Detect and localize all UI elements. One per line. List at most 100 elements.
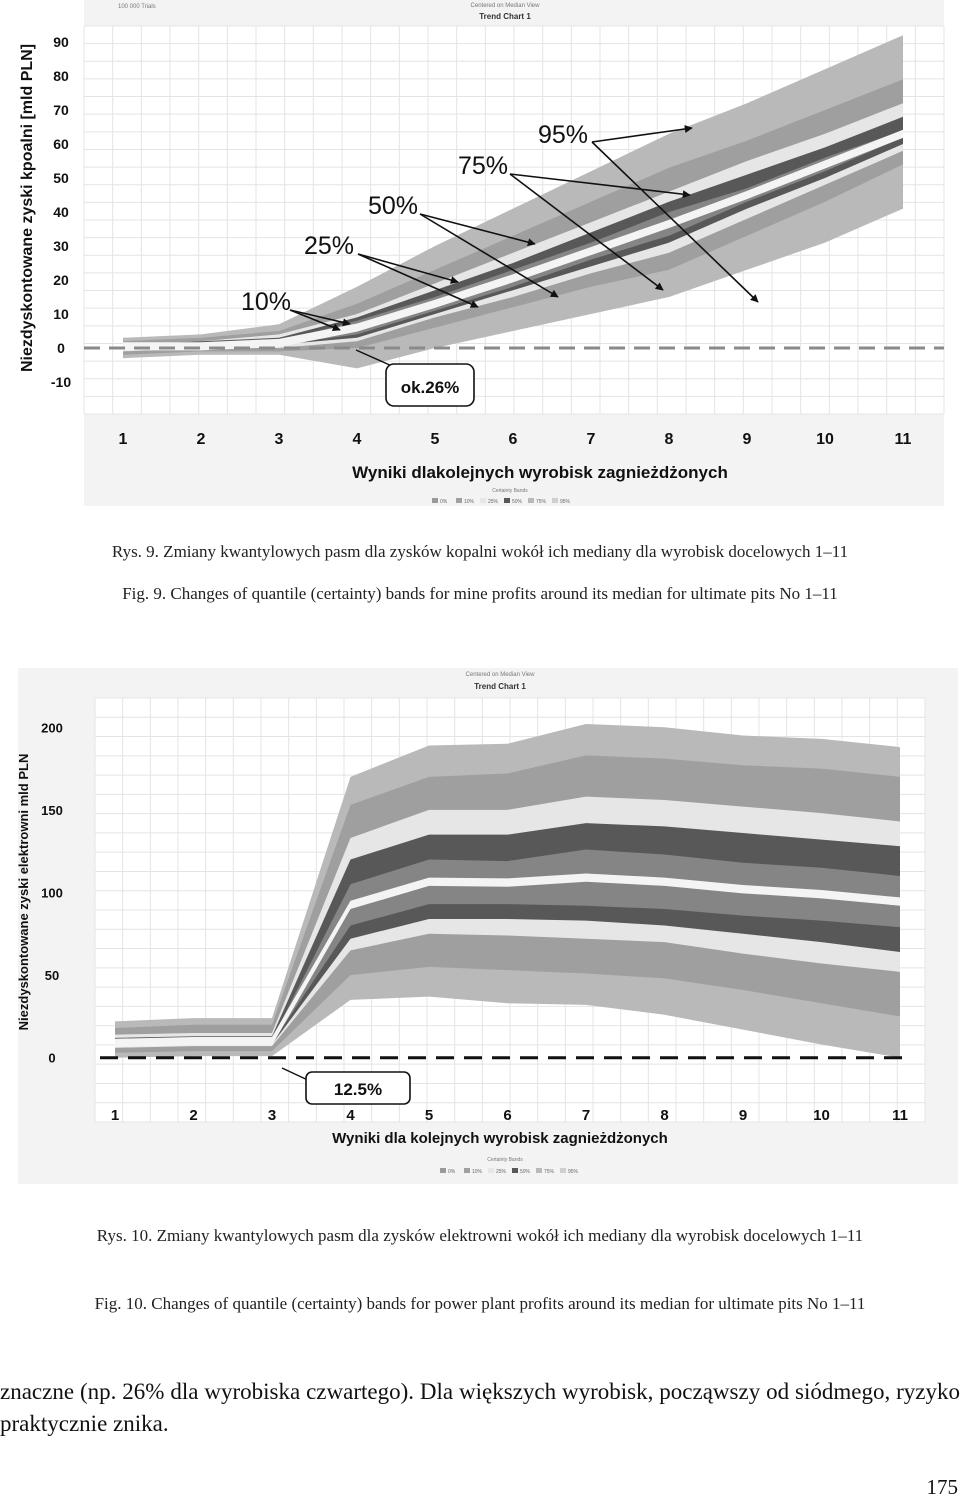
legend-swatch xyxy=(504,498,510,503)
legend-swatch xyxy=(528,498,534,503)
y-tick-label: 20 xyxy=(53,272,69,288)
arrow-10-b xyxy=(289,309,341,332)
legend-label: 75% xyxy=(544,1169,555,1175)
legend-label: 0% xyxy=(440,499,448,505)
legend-label: 10% xyxy=(464,499,475,505)
legend-swatch xyxy=(560,1168,566,1173)
chart-title: Trend Chart 1 xyxy=(474,682,526,691)
x-axis-label: Wyniki dla kolejnych wyrobisk zagnieżdżo… xyxy=(332,1130,668,1147)
callout-box xyxy=(305,1071,411,1105)
callout-box xyxy=(385,363,475,407)
legend-label: 50% xyxy=(520,1169,531,1175)
header-centered: Centered on Median View xyxy=(466,672,536,678)
x-tick-label: 11 xyxy=(892,1107,908,1124)
legend-swatch xyxy=(464,1168,470,1173)
legend-swatch xyxy=(480,498,486,503)
legend-swatch xyxy=(536,1168,542,1173)
y-tick-label: 60 xyxy=(53,136,69,152)
legend-label: 0% xyxy=(448,1169,456,1175)
x-tick-label: 7 xyxy=(582,1107,590,1124)
x-tick-label: 3 xyxy=(268,1107,276,1124)
legend-swatch xyxy=(552,498,558,503)
arrow-75-b xyxy=(509,173,664,291)
arrow-50-a xyxy=(419,213,536,247)
y-tick-label: 80 xyxy=(53,68,69,84)
x-tick-label: 5 xyxy=(425,1107,433,1124)
y-tick-label: 0 xyxy=(48,1051,55,1066)
legend-swatch xyxy=(440,1168,446,1173)
legend-swatch xyxy=(456,498,462,503)
x-axis-label: Wyniki dlakolejnych wyrobisk zagnieżdżon… xyxy=(352,463,728,482)
figure-9: 100 000 Trials Centered on Median View T… xyxy=(0,0,960,510)
legend-swatch xyxy=(488,1168,494,1173)
legend-label: 95% xyxy=(560,499,571,505)
label-25pct: 25% xyxy=(304,232,354,260)
x-tick-label: 4 xyxy=(346,1107,355,1124)
legend-label: 75% xyxy=(536,499,547,505)
chart-title: Trend Chart 1 xyxy=(479,12,531,21)
label-10pct: 10% xyxy=(241,288,291,316)
legend-title: Certainty Bands xyxy=(487,1157,523,1163)
fig10-caption-en: Fig. 10. Changes of quantile (certainty)… xyxy=(94,1294,866,1313)
y-axis-label: Niezdyskontowane zyski elektrowni mld PL… xyxy=(16,754,31,1031)
x-tick-label: 2 xyxy=(189,1107,197,1124)
legend-swatch xyxy=(432,498,438,503)
callout-risk-12-5: 12.5% xyxy=(334,1080,382,1099)
x-tick-label: 6 xyxy=(509,431,518,448)
arrow-75-a xyxy=(509,173,691,199)
median-band xyxy=(115,873,900,1048)
y-tick-label: 40 xyxy=(53,204,69,220)
annotation-arrows xyxy=(289,125,759,332)
legend-label: 25% xyxy=(496,1169,507,1175)
y-tick-label: 50 xyxy=(45,968,59,983)
fig10-caption-pl: Rys. 10. Zmiany kwantylowych pasm dla zy… xyxy=(96,1226,864,1245)
y-tick-label: 200 xyxy=(41,720,63,735)
y-tick-label: 50 xyxy=(53,170,69,186)
callout-risk-26: ok.26% xyxy=(401,378,460,397)
arrow-95-a xyxy=(591,125,693,143)
legend-title: Certainty Bands xyxy=(492,488,528,494)
y-tick-label: 100 xyxy=(41,886,63,901)
x-tick-label: 9 xyxy=(743,431,752,448)
band-95 xyxy=(123,35,903,369)
x-tick-label: 7 xyxy=(587,431,596,448)
band-10 xyxy=(115,849,900,1045)
label-75pct: 75% xyxy=(458,152,508,180)
arrow-25-a xyxy=(357,253,459,284)
arrow-10-a xyxy=(289,309,351,327)
fig9-caption-en: Fig. 9. Changes of quantile (certainty) … xyxy=(122,584,838,603)
arrow-50-b xyxy=(419,213,559,298)
x-tick-label: 3 xyxy=(275,431,284,448)
header-trials: 100 000 Trials xyxy=(118,4,156,10)
page-number: 175 xyxy=(926,1475,959,1499)
y-axis-label: Niezdyskontowane zyski kpoalni [mld PLN] xyxy=(19,44,36,372)
y-tick-label: 0 xyxy=(57,340,65,356)
x-tick-label: 1 xyxy=(119,431,128,448)
figure-10-chart: Centered on Median View Trend Chart 1 20… xyxy=(16,668,958,1184)
legend-label: 95% xyxy=(568,1169,579,1175)
header-centered: Centered on Median View xyxy=(471,3,541,9)
arrow-95-b xyxy=(591,141,759,303)
x-tick-label: 10 xyxy=(816,431,834,448)
y-tick-label: 30 xyxy=(53,238,69,254)
x-tick-label: 11 xyxy=(895,431,912,448)
label-95pct: 95% xyxy=(538,121,588,149)
y-tick-label: 150 xyxy=(41,803,63,818)
label-50pct: 50% xyxy=(368,192,418,220)
body-paragraph: znaczne (np. 26% dla wyrobiska czwartego… xyxy=(0,1379,960,1436)
y-tick-label: -10 xyxy=(51,374,71,390)
callout-pointer xyxy=(355,349,393,367)
y-tick-label: 10 xyxy=(53,306,69,322)
arrow-25-b xyxy=(357,253,479,308)
x-tick-label: 10 xyxy=(813,1107,830,1124)
x-tick-label: 2 xyxy=(197,431,206,448)
x-tick-label: 6 xyxy=(503,1107,511,1124)
legend-label: 25% xyxy=(488,499,499,505)
x-tick-label: 4 xyxy=(353,431,362,448)
fig9-caption-pl: Rys. 9. Zmiany kwantylowych pasm dla zys… xyxy=(111,542,849,561)
x-tick-label: 1 xyxy=(111,1107,119,1124)
figure-10: Centered on Median View Trend Chart 1 20… xyxy=(0,664,960,1188)
x-tick-label: 9 xyxy=(739,1107,747,1124)
x-tick-label: 8 xyxy=(660,1107,668,1124)
x-tick-label: 5 xyxy=(431,431,440,448)
